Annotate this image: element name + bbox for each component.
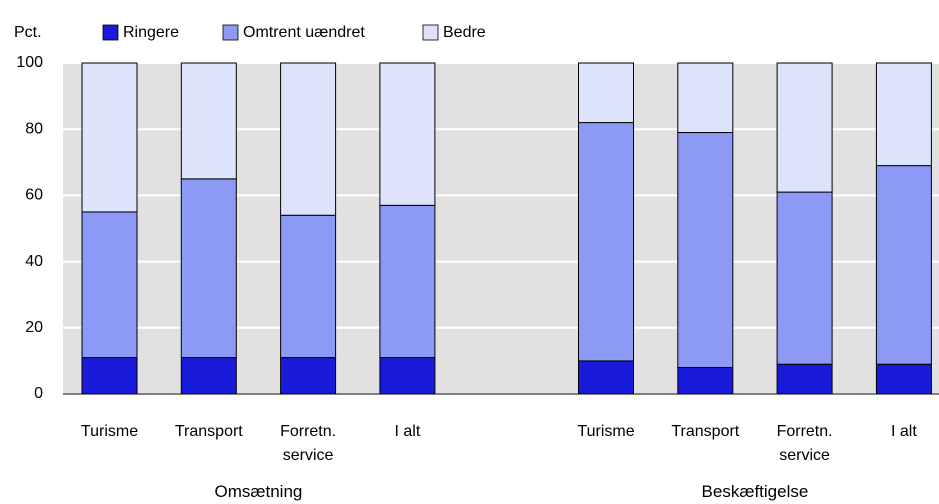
bar-segment <box>81 62 138 213</box>
bar-segment <box>180 178 237 359</box>
x-tick-label: Forretn. service <box>280 423 337 464</box>
bar-segment <box>677 367 734 395</box>
bar-segment <box>180 357 237 395</box>
y-tick-label: 20 <box>25 319 43 336</box>
bar-segment <box>776 191 833 365</box>
bar-segment <box>379 62 436 206</box>
bar-segment <box>379 204 436 359</box>
bar-segment <box>578 62 634 124</box>
y-tick-label: 80 <box>25 120 43 137</box>
bar-segment <box>677 62 734 134</box>
bar-segment <box>677 132 734 369</box>
x-tick-label: Turisme <box>80 423 139 440</box>
bar-segment <box>180 62 237 180</box>
bar-segment <box>379 357 436 395</box>
x-tick-label: Transport <box>174 423 243 440</box>
x-tick-label: I alt <box>394 423 421 440</box>
bar-segment <box>776 363 833 395</box>
bar-segment <box>81 357 138 395</box>
y-tick-label: 0 <box>34 385 43 402</box>
bar-segment <box>578 122 634 362</box>
bar-segment <box>81 211 138 359</box>
legend-label: Ringere <box>123 24 179 41</box>
bar-segment <box>875 62 932 167</box>
y-tick-label: 100 <box>16 54 43 71</box>
bar-segment <box>280 62 337 216</box>
bar-segment <box>280 357 337 395</box>
x-tick-label: Forretn. service <box>776 423 833 464</box>
x-tick-label: Turisme <box>577 423 635 440</box>
x-tick-label: I alt <box>890 423 917 440</box>
bar-segment <box>280 214 337 359</box>
bar-segment <box>776 62 833 193</box>
legend-label: Omtrent uændret <box>243 24 365 41</box>
legend-swatch <box>102 24 119 41</box>
bar-segment <box>578 360 634 395</box>
group-label: Omsætning <box>214 482 303 501</box>
y-axis-label: Pct. <box>14 24 42 41</box>
legend-swatch <box>422 24 439 41</box>
y-tick-label: 60 <box>25 187 43 204</box>
legend-label: Bedre <box>443 24 486 41</box>
y-tick-label: 40 <box>25 253 43 270</box>
bar-segment <box>875 363 932 395</box>
legend-swatch <box>222 24 239 41</box>
group-label: Beskæftigelse <box>701 482 809 501</box>
bar-segment <box>875 165 932 365</box>
x-tick-label: Transport <box>671 423 740 440</box>
